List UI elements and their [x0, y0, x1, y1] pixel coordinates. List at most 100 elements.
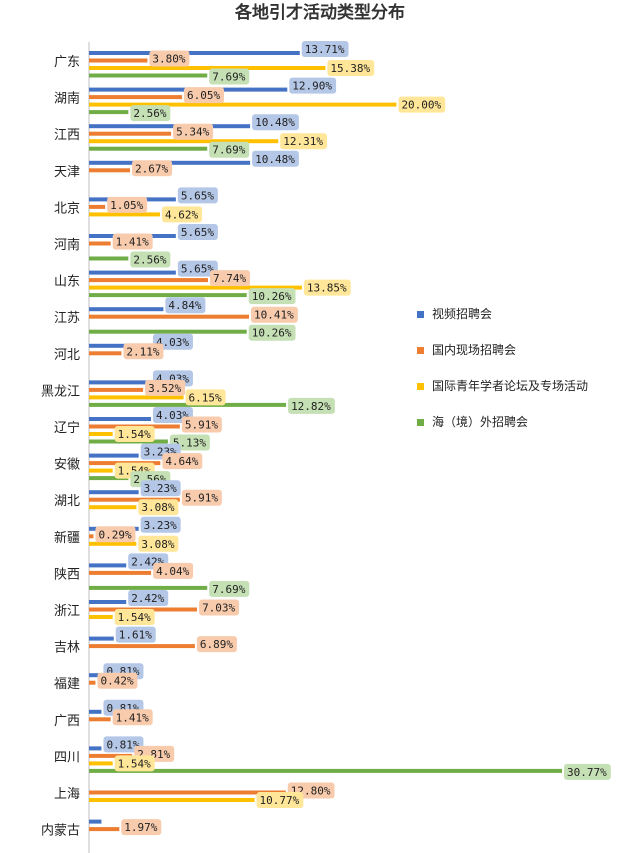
data-label: 7.69%	[212, 144, 245, 157]
bar-0-8	[89, 343, 151, 348]
category-label: 江苏	[54, 310, 80, 326]
category-label: 山东	[54, 275, 80, 290]
bar-1-21	[89, 827, 120, 832]
category-label: 新疆	[54, 530, 80, 546]
bar-3-0	[89, 73, 208, 78]
data-label: 5.91%	[185, 492, 218, 505]
category-label: 河北	[54, 348, 80, 363]
bar-1-18	[89, 717, 111, 722]
category-label: 黑龙江	[41, 384, 80, 399]
data-label-bg	[181, 416, 222, 433]
data-label-bg	[184, 87, 225, 104]
legend-label: 国内现场招聘会	[432, 343, 516, 357]
bar-1-20	[89, 790, 286, 795]
bar-2-11	[89, 468, 113, 473]
data-label: 2.11%	[126, 345, 159, 358]
bar-0-2	[89, 124, 251, 129]
data-label: 7.74%	[213, 272, 246, 285]
category-label: 湖北	[54, 494, 80, 509]
bar-2-6	[89, 285, 302, 290]
data-label: 7.03%	[202, 602, 235, 615]
data-label-bg	[107, 196, 148, 213]
bar-0-15	[89, 600, 127, 604]
data-label-bg	[140, 516, 181, 533]
data-label: 3.52%	[148, 382, 181, 395]
data-label: 1.54%	[118, 428, 151, 441]
data-label: 5.65%	[181, 189, 214, 202]
data-label: 1.54%	[118, 757, 151, 770]
bar-1-5	[89, 241, 111, 246]
data-label: 20.00%	[401, 99, 441, 112]
legend-swatch	[417, 419, 424, 426]
bar-0-18	[89, 709, 102, 714]
data-label-bg	[149, 50, 190, 67]
data-label-bg	[130, 251, 171, 268]
data-label: 1.41%	[116, 711, 149, 724]
data-label: 3.08%	[141, 501, 174, 514]
data-label-bg	[97, 672, 138, 689]
data-label: 3.80%	[152, 53, 185, 66]
bar-0-21	[89, 819, 102, 824]
data-label: 4.62%	[165, 208, 198, 221]
bar-2-10	[89, 432, 113, 436]
chart-title: 各地引才活动类型分布	[234, 2, 405, 23]
category-label: 北京	[54, 201, 80, 216]
data-label-bg	[327, 60, 375, 76]
data-label: 6.89%	[200, 638, 233, 651]
data-label-bg	[162, 453, 203, 470]
data-label-bg	[252, 114, 299, 131]
data-label-bg	[114, 426, 155, 442]
data-label-bg	[130, 105, 171, 122]
data-label: 4.03%	[156, 409, 189, 422]
bar-0-16	[89, 636, 114, 641]
data-label: 4.03%	[156, 336, 189, 349]
bar-2-20	[89, 798, 255, 802]
bar-2-9	[89, 395, 184, 400]
data-label: 13.71%	[305, 43, 345, 56]
data-label: 3.23%	[144, 519, 177, 532]
data-label-bg	[256, 792, 304, 808]
data-label-bg	[153, 562, 194, 579]
category-label: 广东	[54, 55, 80, 70]
data-label-bg	[248, 288, 296, 305]
data-label: 0.81%	[106, 738, 139, 751]
bar-0-7	[89, 307, 164, 312]
bar-1-8	[89, 351, 122, 356]
data-label: 10.48%	[255, 153, 295, 166]
data-label-bg	[115, 626, 156, 643]
bar-2-1	[89, 102, 397, 107]
data-label: 10.26%	[252, 290, 292, 303]
data-label-bg	[103, 736, 144, 753]
data-label: 13.85%	[307, 282, 347, 295]
bar-3-11	[89, 476, 129, 481]
data-label-bg	[288, 397, 335, 414]
data-label-bg	[209, 68, 250, 85]
data-label-bg	[289, 77, 337, 94]
bar-1-4	[89, 204, 106, 209]
data-label: 0.29%	[98, 528, 131, 541]
bar-1-17	[89, 680, 96, 685]
data-label-bg	[398, 96, 446, 113]
data-label: 7.69%	[212, 583, 245, 596]
data-label-bg	[112, 233, 153, 250]
bar-0-0	[89, 51, 300, 55]
bar-0-14	[89, 563, 127, 568]
data-label: 30.77%	[567, 766, 607, 779]
bar-1-9	[89, 387, 144, 392]
data-label-bg	[173, 123, 214, 140]
data-label-bg	[199, 599, 240, 616]
data-label-bg	[123, 343, 164, 360]
category-label: 广西	[54, 714, 80, 729]
data-labels-layer: 13.71% 3.80% 15.38% 7.69% 12.90% 6.05% 20.00% 2…	[95, 41, 611, 836]
legend-swatch	[417, 347, 424, 354]
data-label: 6.05%	[187, 89, 220, 102]
data-label: 2.42%	[131, 592, 164, 605]
legend-label: 视频招聘会	[432, 306, 492, 321]
category-label: 上海	[54, 787, 80, 802]
bar-0-19	[89, 746, 102, 751]
data-label: 1.05%	[110, 199, 143, 212]
data-label-bg	[140, 480, 181, 497]
